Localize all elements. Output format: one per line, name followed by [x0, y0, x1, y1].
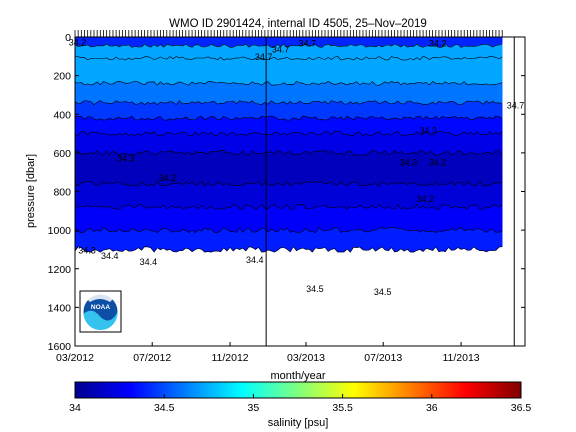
colorbar-tick-label: 36: [426, 402, 438, 414]
contour-line: [75, 56, 503, 61]
y-tick-label: 600: [53, 148, 71, 160]
x-tick-label: 03/2012: [56, 352, 94, 364]
contour-label: 34.4: [246, 255, 264, 265]
contour-label: 34.3: [419, 126, 437, 136]
contour-label: 34.4: [140, 257, 158, 267]
colorbar-tick-label: 34.5: [154, 402, 175, 414]
contour-label: 34.2: [69, 38, 87, 48]
colorbar-ticks: 34 34.5 35 35.5 36 36.5: [69, 394, 531, 414]
x-axis-label: month/year: [270, 370, 325, 382]
x-tick-label: 07/2013: [364, 352, 402, 364]
contour-label: 34.2: [429, 39, 447, 49]
salinity-layers: [75, 37, 503, 253]
colorbar: 34 34.5 35 35.5 36 36.5: [69, 381, 531, 414]
contour-label: 34.3: [78, 245, 96, 255]
salinity-layer: [75, 81, 503, 106]
y-axis-label: pressure [dbar]: [25, 154, 37, 228]
contour-label: 34.4: [101, 251, 119, 261]
contour-label: 34.7: [299, 39, 317, 49]
x-axis: 03/2012 07/2012 11/2012 03/2013 07/2013 11/20…: [56, 342, 480, 364]
y-axis: 0 200 400 600 800 1000 1200 1400 1600: [48, 32, 525, 353]
colorbar-tick-label: 35: [248, 402, 260, 414]
colorbar-tick-label: 34: [69, 402, 81, 414]
y-tick-label: 200: [53, 71, 71, 83]
contour-line: [75, 150, 503, 156]
y-tick-label: 1200: [48, 264, 72, 276]
y-tick-label: 0: [65, 32, 71, 44]
y-tick-label: 1400: [48, 302, 72, 314]
contour-line: [75, 81, 503, 86]
contour-line: [75, 43, 503, 48]
noaa-logo: NOAA: [79, 290, 122, 333]
contour-line: [75, 246, 503, 253]
contour-line: [75, 203, 503, 210]
x-tick-label: 11/2013: [442, 352, 479, 364]
gap-markers: [265, 37, 515, 346]
contour-label: 34.5: [374, 287, 392, 297]
contour-label: 34.2: [429, 157, 447, 167]
salinity-layer: [75, 150, 503, 187]
contour-label: 34.7: [507, 100, 525, 110]
contour-label: 34.3: [117, 154, 135, 164]
profile-ticks: [74, 30, 503, 37]
y-tick-label: 1600: [48, 341, 72, 353]
y-tick-label: 1000: [48, 225, 72, 237]
colorbar-tick-label: 36.5: [511, 402, 532, 414]
colorbar-gradient: [74, 381, 522, 399]
plot-area: 34.234.734.734.734.234.734.334.334.234.3…: [48, 30, 526, 364]
x-tick-label: 03/2013: [287, 352, 325, 364]
y-tick-label: 800: [53, 187, 71, 199]
colorbar-label: salinity [psu]: [268, 417, 329, 429]
contour-lines: [75, 43, 503, 253]
contour-label: 34.3: [400, 157, 418, 167]
contour-line: [75, 227, 503, 234]
contour-labels: 34.234.734.734.734.234.734.334.334.234.3…: [69, 38, 525, 297]
contour-line: [75, 100, 503, 106]
y-tick-label: 400: [53, 109, 71, 121]
contour-label: 34.7: [255, 52, 273, 62]
x-tick-label: 11/2012: [211, 352, 248, 364]
contour-line: [75, 180, 503, 187]
chart-title: WMO ID 2901424, internal ID 4505, 25–Nov…: [169, 18, 427, 30]
x-tick-label: 07/2012: [133, 352, 171, 364]
contour-line: [75, 131, 503, 137]
colorbar-tick-label: 35.5: [332, 402, 353, 414]
contour-line: [75, 115, 503, 121]
contour-label: 34.5: [306, 284, 324, 294]
noaa-logo-text: NOAA: [91, 304, 110, 311]
salinity-layer: [75, 56, 503, 86]
contour-label: 34.2: [416, 194, 434, 204]
contour-label: 34.2: [159, 173, 177, 183]
contour-label: 34.7: [272, 44, 290, 54]
